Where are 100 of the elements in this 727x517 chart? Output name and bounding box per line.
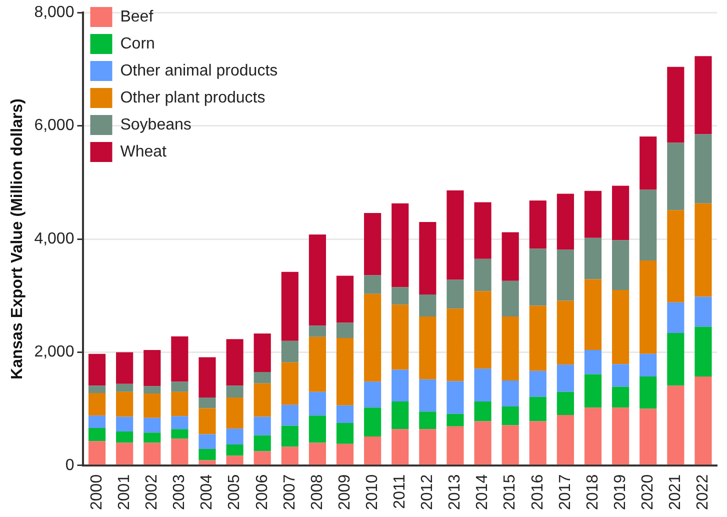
bar	[474, 368, 492, 402]
bar	[694, 56, 712, 134]
bar	[336, 276, 354, 323]
bar	[116, 392, 134, 417]
bar	[446, 280, 464, 309]
bar	[667, 210, 684, 302]
x-tick-label: 2006	[254, 474, 271, 510]
legend-label: Soybeans	[120, 116, 192, 134]
bar	[226, 456, 244, 465]
bar	[116, 442, 134, 465]
bar	[116, 384, 134, 392]
bar	[144, 394, 161, 418]
bar	[364, 382, 382, 408]
legend-label: Wheat	[120, 143, 168, 160]
bar	[116, 431, 134, 443]
bar	[502, 232, 519, 281]
y-tick-label: 8,000	[34, 4, 74, 22]
bar	[419, 222, 436, 294]
bar	[336, 338, 354, 406]
bar	[529, 200, 546, 249]
y-tick-label: 6,000	[34, 117, 74, 134]
y-tick-label: 0	[65, 456, 74, 474]
bar	[556, 415, 574, 465]
bar	[281, 404, 298, 426]
x-tick-label: 2015	[502, 474, 519, 510]
bar	[667, 386, 684, 465]
bar	[640, 190, 657, 261]
bar	[474, 291, 492, 369]
bar	[308, 442, 326, 465]
bar	[612, 240, 630, 290]
bar	[584, 279, 602, 350]
bar	[419, 379, 436, 412]
bar	[171, 429, 188, 439]
x-tick-label: 2020	[640, 474, 657, 510]
x-tick-label: 2002	[144, 474, 161, 510]
bar	[667, 302, 684, 333]
bar	[171, 336, 188, 382]
bar	[474, 202, 492, 259]
bar	[419, 412, 436, 430]
bar	[640, 354, 657, 377]
x-tick-label: 2021	[667, 474, 684, 510]
bar	[281, 426, 298, 447]
legend-label: Corn	[120, 35, 155, 52]
y-tick-label: 2,000	[34, 344, 74, 361]
bar	[226, 339, 244, 386]
bar	[446, 190, 464, 280]
bar	[446, 414, 464, 426]
bar	[584, 350, 602, 374]
bar	[254, 435, 271, 452]
bar	[364, 294, 382, 382]
bar	[226, 397, 244, 429]
x-tick-label: 2019	[612, 474, 629, 510]
bar	[556, 194, 574, 250]
y-tick-label: 4,000	[34, 230, 74, 248]
bar	[364, 408, 382, 437]
x-tick-label: 2013	[446, 474, 464, 510]
bar	[640, 260, 657, 354]
x-tick-label: 2010	[364, 474, 381, 510]
bar	[474, 401, 492, 422]
bar	[474, 421, 492, 465]
bar	[364, 275, 382, 294]
bar	[694, 376, 712, 465]
bar	[529, 396, 546, 422]
x-tick-label: 2012	[419, 474, 436, 510]
bar	[254, 372, 271, 384]
bar	[529, 306, 546, 371]
x-tick-label: 2000	[88, 474, 106, 510]
x-tick-label: 2014	[474, 474, 492, 510]
bar	[529, 421, 546, 465]
bar	[392, 203, 409, 288]
bar	[88, 441, 106, 465]
x-tick-label: 2004	[198, 474, 216, 510]
bar	[392, 429, 409, 465]
bar	[198, 448, 216, 460]
x-tick-label: 2003	[171, 474, 188, 510]
bar	[640, 408, 657, 465]
bar	[198, 397, 216, 408]
bar	[281, 340, 298, 362]
bar	[88, 354, 106, 386]
x-tick-label: 2018	[584, 474, 602, 510]
bar	[584, 238, 602, 280]
bar	[116, 352, 134, 384]
bar	[612, 186, 630, 240]
bar	[198, 460, 216, 465]
bar	[612, 408, 630, 465]
bar	[171, 438, 188, 465]
bar	[144, 442, 161, 465]
bar	[226, 386, 244, 398]
bar	[502, 380, 519, 407]
bar	[226, 444, 244, 456]
x-tick-label: 2001	[116, 474, 133, 510]
bar	[612, 386, 630, 408]
bar	[88, 428, 106, 442]
bar	[254, 416, 271, 436]
bar	[392, 287, 409, 305]
bar	[474, 258, 492, 292]
bar	[640, 376, 657, 409]
bar	[308, 326, 326, 337]
x-tick-label: 2022	[694, 474, 712, 510]
bar	[584, 190, 602, 238]
